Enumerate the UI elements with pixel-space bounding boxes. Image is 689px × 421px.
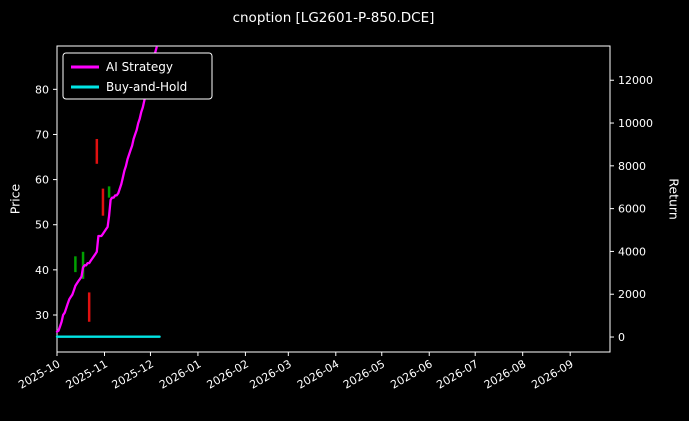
plot-frame [56, 45, 611, 353]
y-tick-label-right: 10000 [618, 117, 653, 130]
x-tick-label: 2026-03 [248, 357, 294, 391]
legend-label: Buy-and-Hold [106, 80, 187, 94]
y-tick-label-right: 2000 [618, 288, 646, 301]
x-tick-label: 2025-10 [16, 357, 62, 391]
y-tick-label-right: 6000 [618, 203, 646, 216]
series-ai-strategy [55, 46, 158, 333]
x-tick-label: 2026-02 [205, 357, 251, 391]
y-tick-label-left: 80 [35, 83, 49, 96]
x-tick-label: 2025-12 [110, 357, 156, 391]
x-tick-label: 2026-08 [482, 357, 528, 391]
x-tick-label: 2026-05 [341, 357, 387, 391]
y-tick-label-left: 50 [35, 219, 49, 232]
legend-box [62, 52, 213, 100]
y-tick-label-right: 0 [618, 331, 625, 344]
x-tick-label: 2026-09 [529, 357, 575, 391]
x-tick-label: 2026-01 [157, 357, 203, 391]
chart-title: cnoption [LG2601-P-850.DCE] [232, 10, 435, 26]
x-tick-label: 2026-04 [295, 357, 341, 391]
y-tick-label-left: 60 [35, 174, 49, 187]
legend-label: AI Strategy [106, 60, 173, 74]
y-tick-label-right: 12000 [618, 74, 653, 87]
x-tick-label: 2026-06 [388, 357, 434, 391]
x-tick-label: 2026-07 [434, 357, 480, 391]
y-tick-label-right: 8000 [618, 160, 646, 173]
y-tick-label-left: 30 [35, 309, 49, 322]
x-tick-label: 2025-11 [64, 357, 110, 391]
y-tick-label-right: 4000 [618, 245, 646, 258]
y-tick-label-left: 40 [35, 264, 49, 277]
y-tick-label-left: 70 [35, 128, 49, 141]
